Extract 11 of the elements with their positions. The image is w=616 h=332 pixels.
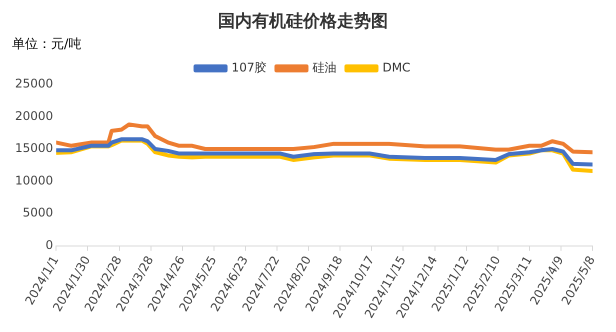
legend-label: 硅油 — [311, 60, 336, 75]
y-tick-label: 15000 — [14, 141, 54, 156]
y-tick-label: 20000 — [14, 108, 54, 123]
legend-label: 107胶 — [232, 60, 266, 75]
y-tick-label: 0 — [46, 238, 54, 252]
y-tick-label: 25000 — [14, 76, 54, 91]
text: 单位：元/吨 — [12, 36, 82, 52]
y-tick-label: 10000 — [14, 173, 54, 188]
chart-title: 国内有机硅价格走势图 — [218, 12, 388, 32]
y-tick-label: 5000 — [22, 206, 54, 220]
legend-label: DMC — [382, 60, 410, 75]
